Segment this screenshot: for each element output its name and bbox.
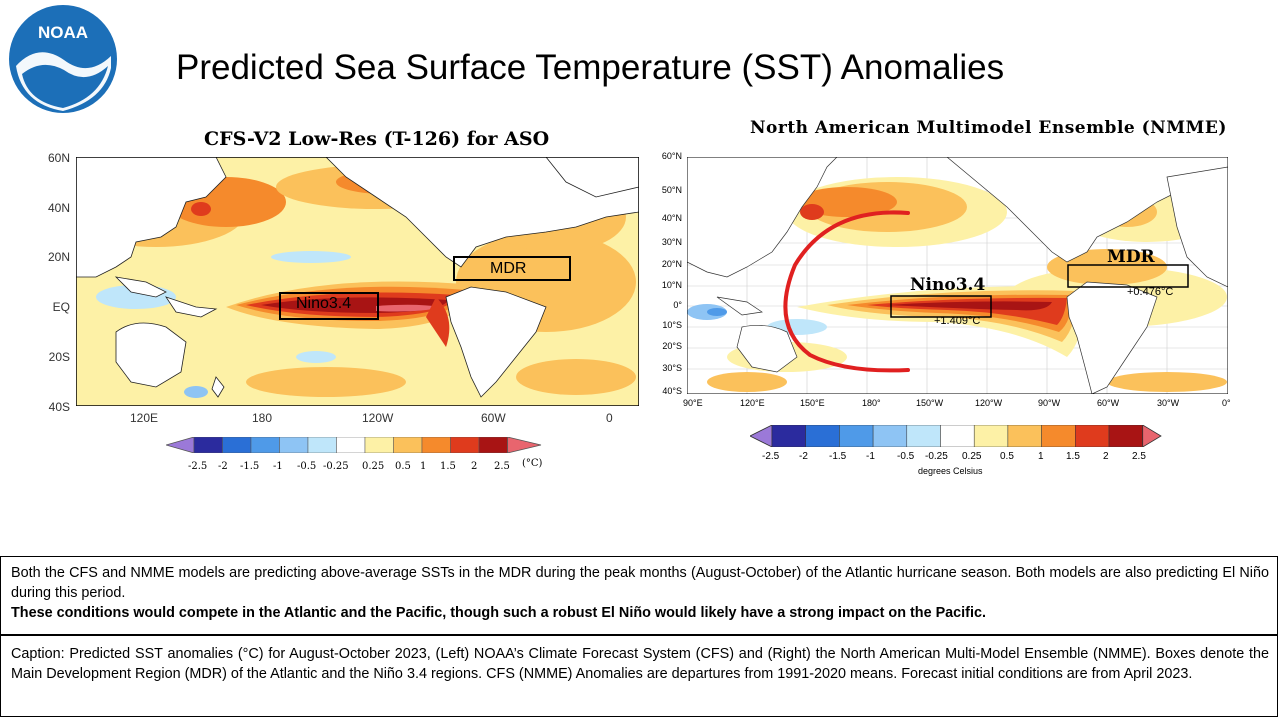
left-tick: 1: [420, 461, 427, 472]
left-lat-20s: 20S: [48, 350, 70, 364]
left-tick: -0.25: [323, 461, 349, 472]
right-nino34-label: Nino3.4: [910, 275, 986, 295]
right-tick: 2: [1103, 451, 1109, 462]
logo-text: NOAA: [38, 23, 88, 42]
right-lat: 10°S: [662, 320, 682, 330]
right-lat: 40°N: [661, 213, 682, 223]
left-lat-20n: 20N: [47, 250, 70, 264]
right-lon: 180°: [862, 398, 881, 408]
left-mdr-label: MDR: [490, 260, 527, 277]
right-tick: 1: [1038, 451, 1044, 462]
right-tick: -1.5: [829, 451, 847, 462]
right-lon: 90°E: [683, 398, 703, 408]
left-lat-60n: 60N: [47, 151, 70, 165]
right-tick: -0.25: [925, 451, 948, 462]
right-lat: 20°S: [662, 341, 682, 351]
right-lon: 60°W: [1097, 398, 1120, 408]
right-mdr-box: [1067, 264, 1189, 288]
left-lat-eq: EQ: [52, 300, 70, 314]
caption-text: Caption: Predicted SST anomalies (°C) fo…: [11, 646, 1269, 682]
right-lon: 150°E: [800, 398, 825, 408]
left-tick: 2.5: [494, 461, 510, 472]
right-lat: 20°N: [661, 259, 682, 269]
right-nino34-value: +1.409°C: [934, 315, 981, 327]
right-lat: 30°S: [662, 363, 682, 373]
left-lon-60w: 60W: [481, 411, 506, 425]
right-tick: -0.5: [897, 451, 915, 462]
right-tick: -1: [866, 451, 875, 462]
left-colorbar: [166, 437, 542, 453]
caption-box: Caption: Predicted SST anomalies (°C) fo…: [0, 635, 1278, 717]
right-tick: 2.5: [1132, 451, 1146, 462]
left-tick: 2: [471, 461, 478, 472]
slide-title: Predicted Sea Surface Temperature (SST) …: [176, 48, 1005, 87]
left-lat-40s: 40S: [48, 400, 70, 414]
right-mdr-value: +0.476°C: [1127, 286, 1174, 298]
left-tick: -1.5: [240, 461, 260, 472]
left-lon-120w: 120W: [362, 411, 394, 425]
right-lat: 50°N: [661, 185, 682, 195]
left-lon-180: 180: [252, 411, 273, 425]
right-lat: 60°N: [661, 151, 682, 161]
summary-bold-text: These conditions would compete in the At…: [11, 605, 986, 621]
summary-text: Both the CFS and NMME models are predict…: [11, 565, 1269, 601]
right-mdr-label: MDR: [1107, 247, 1155, 267]
left-nino34-box: [279, 292, 379, 320]
right-lat: 0°: [673, 300, 682, 310]
right-tick: 1.5: [1066, 451, 1080, 462]
cfs-map: [76, 157, 639, 406]
left-tick: 1.5: [440, 461, 456, 472]
right-lon: 90°W: [1038, 398, 1061, 408]
right-tick: 0.25: [962, 451, 982, 462]
left-mdr-box: [453, 256, 571, 281]
right-tick: -2: [799, 451, 808, 462]
left-lat-40n: 40N: [47, 201, 70, 215]
right-colorbar: [750, 425, 1162, 447]
right-lat: 40°S: [662, 386, 682, 396]
left-tick: -1: [273, 461, 283, 472]
left-tick: -2: [218, 461, 228, 472]
right-lat: 10°N: [661, 280, 682, 290]
right-lon: 150°W: [916, 398, 944, 408]
summary-box: Both the CFS and NMME models are predict…: [0, 556, 1278, 635]
right-colorbar-unit: degrees Celsius: [918, 466, 983, 476]
right-lon: 30°W: [1157, 398, 1180, 408]
right-tick: -2.5: [762, 451, 780, 462]
noaa-logo-icon: NOAA: [9, 5, 117, 113]
right-panel-title: North American Multimodel Ensemble (NMME…: [750, 118, 1227, 138]
right-lat: 30°N: [661, 237, 682, 247]
right-lon: 120°E: [740, 398, 765, 408]
right-lon: 120°W: [975, 398, 1003, 408]
noaa-logo: NOAA: [8, 4, 118, 114]
left-colorbar-unit: (°C): [522, 458, 543, 469]
left-tick: 0.5: [395, 461, 411, 472]
left-lon-120e: 120E: [130, 411, 159, 425]
left-panel-title: CFS-V2 Low-Res (T-126) for ASO: [204, 128, 550, 150]
left-nino34-label: Nino3.4: [296, 295, 352, 312]
left-tick: -0.5: [297, 461, 317, 472]
left-tick: 0.25: [362, 461, 385, 472]
red-arc-arrow: [783, 210, 910, 373]
left-lon-0: 0: [606, 411, 613, 425]
left-tick: -2.5: [188, 461, 208, 472]
right-lon: 0°: [1222, 398, 1231, 408]
right-tick: 0.5: [1000, 451, 1014, 462]
right-nino34-box: [890, 295, 992, 318]
